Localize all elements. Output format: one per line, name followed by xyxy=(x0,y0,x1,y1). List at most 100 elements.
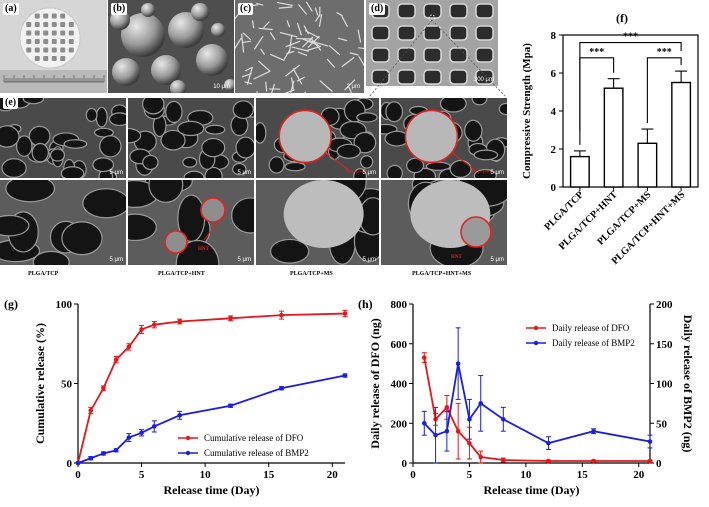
y-tick-label-right: 0 xyxy=(656,458,662,470)
y-tick-label: 800 xyxy=(391,299,408,311)
sem-image-bottom-3: 5 μm xyxy=(256,180,379,265)
data-point xyxy=(88,408,94,413)
y-tick-label: 2 xyxy=(551,144,557,156)
bar-1 xyxy=(569,155,590,188)
significance-label: *** xyxy=(589,47,604,58)
data-point xyxy=(342,311,348,316)
data-point xyxy=(139,327,144,332)
legend-label: Daily release of BMP2 xyxy=(552,338,635,348)
y-tick-label: 0 xyxy=(551,182,557,194)
x-tick-label: 20 xyxy=(633,469,645,481)
data-point xyxy=(113,357,119,362)
bar-3 xyxy=(637,142,658,188)
data-point xyxy=(444,405,450,410)
panel-c-hnt-sem: (c) 2 μm xyxy=(235,0,364,93)
x-axis-label: Release time (Day) xyxy=(484,483,580,497)
legend-label: Cumulative release of DFO xyxy=(204,433,304,443)
legend-label: Daily release of DFO xyxy=(552,323,630,333)
data-point xyxy=(500,457,506,463)
data-point xyxy=(139,430,144,436)
data-point xyxy=(455,428,461,434)
y-tick-label: 200 xyxy=(391,418,408,430)
panel-label-a: (a) xyxy=(3,3,19,15)
caption-4: PLGA/TCP+HNT+MS xyxy=(412,271,472,277)
hnt-annotation: HNT xyxy=(198,247,210,252)
hnt-annotation: HNT xyxy=(451,255,463,260)
caption-1: PLGA/TCP xyxy=(28,271,59,277)
bar-4 xyxy=(671,81,692,188)
panel-label-d: (d) xyxy=(369,3,386,15)
microsphere-annotation: Microsphere xyxy=(345,168,365,173)
x-tick-label: 15 xyxy=(263,469,275,481)
data-point xyxy=(151,424,157,429)
y-tick-label: 6 xyxy=(551,68,557,80)
data-point xyxy=(88,455,94,461)
x-tick-label: PLGA/TCP+HNT xyxy=(557,189,620,252)
scalebar-e: 5 μm xyxy=(490,170,504,176)
data-point xyxy=(647,439,653,444)
legend-label: Cumulative release of BMP2 xyxy=(204,448,309,458)
bar-2 xyxy=(603,87,624,188)
data-point xyxy=(455,361,461,366)
x-tick-label: 0 xyxy=(75,469,81,481)
scalebar-e: 5 μm xyxy=(490,257,504,263)
scalebar-d: 300 μm xyxy=(473,77,494,83)
data-point xyxy=(126,435,132,440)
y-tick-label: 50 xyxy=(61,379,73,391)
x-tick-label: 10 xyxy=(520,469,532,481)
caption-2: PLGA/TCP+HNT xyxy=(158,271,205,277)
data-point xyxy=(177,319,183,324)
y-tick-label: 100 xyxy=(56,299,73,311)
panel-label-h: (h) xyxy=(358,297,373,311)
zoom-guide-lines xyxy=(369,20,506,97)
sem-image-bottom-1: 5 μm xyxy=(0,180,126,265)
scalebar-e: 5 μm xyxy=(109,170,123,176)
microsphere-annotation: Microsphere xyxy=(471,168,491,173)
scalebar-e: 5 μm xyxy=(362,170,376,176)
legend-marker xyxy=(533,325,539,331)
scalebar-e: 5 μm xyxy=(237,170,251,176)
x-axis-label: Release time (Day) xyxy=(164,483,260,497)
caption-3: PLGA/TCP+MS xyxy=(290,271,333,277)
y-tick-label: 400 xyxy=(391,379,408,391)
y-axis-label-right: Daily release of BMP2 (ng) xyxy=(681,315,695,453)
data-point xyxy=(591,458,596,464)
data-point xyxy=(444,428,450,434)
data-point xyxy=(228,403,233,409)
y-axis-label: Cumulative release (%) xyxy=(33,323,47,444)
sem-image-top-4: Microsphere 5 μm xyxy=(381,98,507,178)
data-point xyxy=(75,460,81,466)
significance-bracket xyxy=(646,57,682,124)
y-tick-label-right: 50 xyxy=(656,418,668,430)
data-point xyxy=(433,432,438,438)
x-tick-label: 0 xyxy=(410,469,416,481)
panel-label-c: (c) xyxy=(238,3,254,15)
panel-label-f: (f) xyxy=(616,11,628,25)
scalebar-e: 5 μm xyxy=(237,257,251,263)
data-point xyxy=(478,454,484,460)
y-tick-label-right: 100 xyxy=(656,379,673,391)
y-tick-label-right: 200 xyxy=(656,299,673,311)
scalebar-e: 5 μm xyxy=(109,257,123,263)
series-line-1 xyxy=(423,357,650,462)
data-point xyxy=(279,312,284,318)
data-point xyxy=(342,373,348,378)
data-point xyxy=(467,416,472,422)
scalebar-c: 2 μm xyxy=(346,84,360,90)
y-axis-label: Daily release of DFO (ng) xyxy=(368,318,382,448)
scalebar-b: 10 μm xyxy=(213,84,230,90)
sem-image-top-1: 5 μm xyxy=(0,98,126,178)
y-tick-label-right: 150 xyxy=(656,339,673,351)
x-tick-label: 10 xyxy=(200,469,212,481)
data-point xyxy=(467,440,472,446)
data-point xyxy=(500,416,506,422)
y-tick-label: 0 xyxy=(402,458,408,470)
data-point xyxy=(101,385,106,391)
x-tick-label: 5 xyxy=(467,469,473,481)
y-tick-label: 600 xyxy=(391,339,408,351)
data-point xyxy=(421,420,427,426)
y-tick-label: 8 xyxy=(551,30,557,42)
sem-image-top-2: 5 μm xyxy=(128,98,254,178)
legend-marker xyxy=(185,435,191,441)
chart-f-compressive-strength: (f) Compressive Strength (Mpa) 0 2 4 6 8 PLGA/T… xyxy=(521,11,699,267)
